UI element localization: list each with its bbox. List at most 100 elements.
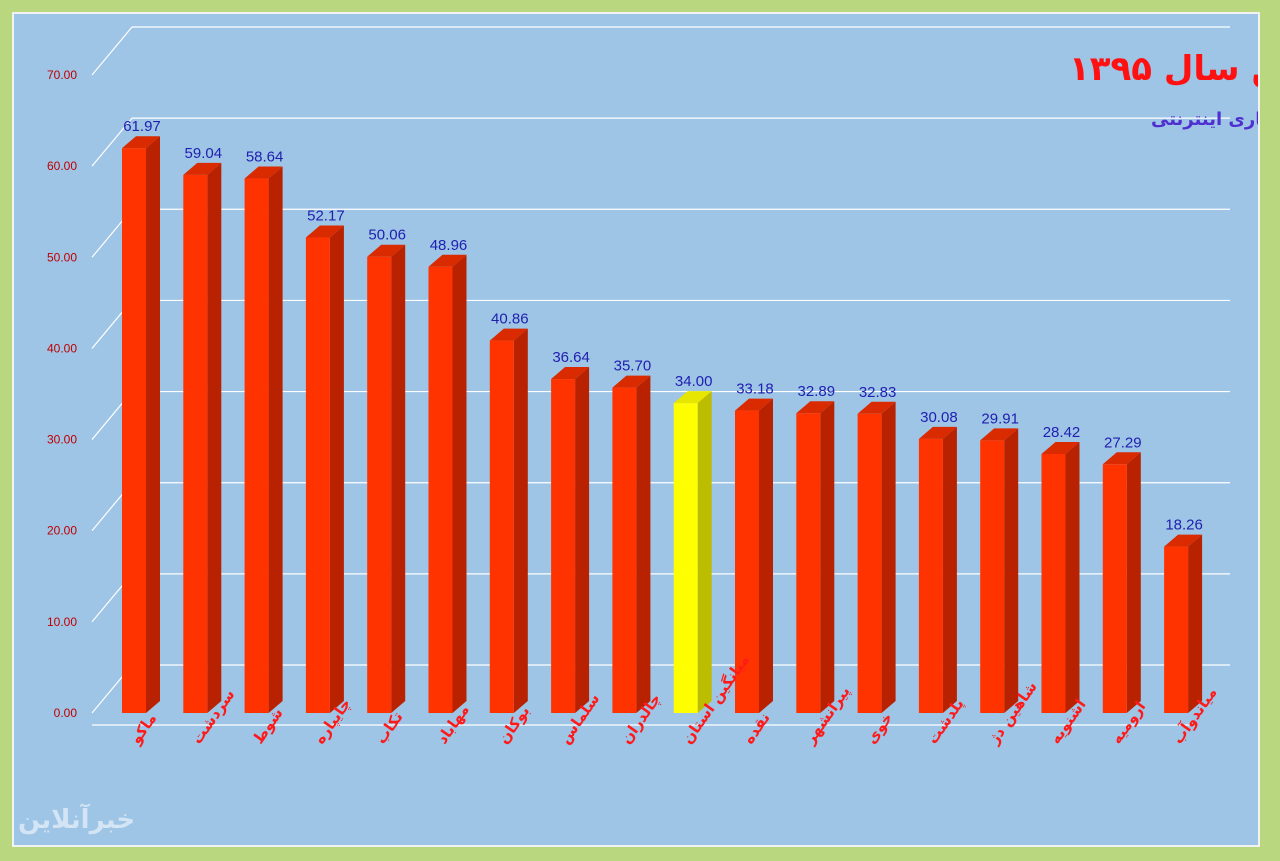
bar (735, 398, 773, 713)
bar-top (183, 162, 222, 175)
bar-front (428, 266, 453, 713)
bar-side (1188, 534, 1203, 713)
bar-side (513, 328, 528, 713)
bar-side (207, 162, 222, 713)
bar-side (636, 375, 651, 713)
data-label: 27.29 (1104, 434, 1142, 451)
bar-side (1065, 441, 1080, 713)
category-label: خوی (862, 709, 896, 747)
bar-side (391, 244, 406, 713)
data-label: 18.26 (1165, 517, 1203, 534)
bar-front (244, 178, 269, 714)
data-label: 36.64 (552, 349, 590, 366)
bar-front (612, 387, 637, 713)
bar (612, 375, 651, 713)
bar-top (980, 428, 1019, 441)
category-label: نقده (740, 709, 774, 747)
bars (122, 136, 1203, 714)
data-label: 32.89 (798, 383, 836, 400)
gridline-slant (91, 117, 133, 167)
bar-front (1102, 464, 1127, 713)
bar-side (942, 426, 957, 713)
bar (183, 162, 222, 713)
bar (122, 136, 160, 713)
data-label: 40.86 (491, 311, 529, 328)
data-label: 35.70 (614, 358, 652, 375)
data-label: 52.17 (307, 208, 345, 225)
bar-front (183, 174, 208, 713)
bar-top (918, 426, 957, 439)
data-label: 33.18 (736, 381, 774, 398)
bar (918, 426, 957, 713)
data-label: 34.00 (675, 373, 713, 390)
bar-side (575, 367, 590, 713)
bar-front (980, 440, 1005, 713)
bar-front (551, 379, 576, 713)
bar-side (1004, 428, 1019, 713)
bar-top (1041, 441, 1080, 454)
bar (857, 401, 896, 713)
y-tick-label: 0.00 (54, 706, 78, 720)
watermark-logo: خبرآنلاین (18, 805, 137, 835)
bar-top (367, 244, 406, 257)
bar-top (612, 375, 651, 388)
y-tick-label: 50.00 (47, 250, 77, 264)
bar-front (367, 256, 392, 713)
bar-chart: 0.0010.0020.0030.0040.0050.0060.0070.00 … (47, 26, 1258, 749)
bar (1164, 534, 1203, 713)
bar-top (551, 367, 590, 380)
bar (551, 367, 590, 713)
bar-side (759, 398, 773, 713)
bar-top (305, 225, 344, 238)
bar-side (881, 401, 896, 713)
data-label: 32.83 (859, 384, 897, 401)
bar-side (146, 136, 160, 713)
bar-front (857, 413, 882, 713)
y-axis-ticks: 0.00 10.00 20.00 30.00 40.00 50.00 60.00 70.00 (47, 68, 77, 720)
bar-side (268, 166, 283, 714)
y-tick-label: 20.00 (47, 524, 77, 538)
bar-top (1102, 452, 1141, 465)
bar (244, 166, 283, 714)
bar-side (1126, 452, 1141, 713)
bar-top (122, 136, 160, 149)
chart-subtitle: آمار نهایی میزان مشارکت شهرستانهای استان… (1151, 107, 1258, 130)
bar-top (489, 328, 528, 341)
chart-panel: 0.00 10.00 20.00 30.00 40.00 50.00 60.00 70.00 … (12, 12, 1260, 847)
data-labels: 61.97 59.04 58.64 52.17 50.06 48.96 40.86 36.64… (123, 118, 1203, 533)
data-label: 28.42 (1043, 424, 1081, 441)
bar-front (735, 410, 759, 713)
data-label: 30.08 (920, 409, 958, 426)
bar-front (489, 340, 514, 713)
y-tick-label: 10.00 (47, 615, 77, 629)
bar (305, 225, 344, 713)
bar-top (796, 401, 835, 414)
bar-front (1164, 546, 1189, 713)
chart-title: سرشماری عمومی نفوس و مسکن سال ۱۳۹۵ (1069, 49, 1258, 89)
bar-side (452, 254, 467, 713)
data-label: 61.97 (123, 118, 161, 135)
y-tick-label: 40.00 (47, 341, 77, 355)
data-label: 29.91 (981, 410, 1019, 427)
data-label: 59.04 (185, 145, 223, 162)
bar (673, 391, 712, 713)
bar-front (122, 148, 146, 713)
bar-top (1164, 534, 1203, 547)
bar-front (673, 403, 698, 713)
category-label: ماکو (126, 710, 160, 748)
bar-front (796, 413, 821, 713)
data-label: 50.06 (368, 227, 406, 244)
bar-side (329, 225, 344, 713)
y-tick-label: 70.00 (47, 68, 77, 82)
data-label: 58.64 (246, 149, 284, 166)
bar-side (820, 401, 835, 713)
bar-top (428, 254, 467, 267)
gridline-slant (91, 26, 133, 76)
data-label: 48.96 (430, 237, 468, 254)
bar-top (244, 166, 283, 179)
bar-top (735, 398, 773, 411)
bar (1041, 441, 1080, 713)
bar (796, 401, 835, 713)
bar (367, 244, 406, 713)
